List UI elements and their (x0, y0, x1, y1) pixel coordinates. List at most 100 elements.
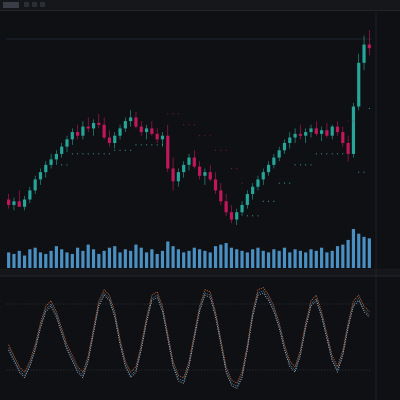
stop-dot (140, 144, 142, 146)
stop-dot (156, 144, 158, 146)
volume-bar (293, 249, 297, 268)
stop-dot (352, 120, 354, 122)
volume-bar (44, 253, 48, 268)
stop-dot (305, 164, 307, 166)
candle (192, 157, 196, 167)
volume-bar (351, 229, 356, 268)
volume-bar (341, 244, 345, 268)
volume-bar (49, 250, 53, 268)
stop-dot (241, 182, 243, 184)
volume-bar (288, 252, 292, 268)
volume-bar (12, 253, 16, 268)
candle (198, 166, 202, 176)
volume-bar (198, 249, 202, 268)
volume-bar (60, 249, 64, 268)
candle (272, 157, 276, 165)
candle (91, 122, 96, 129)
volume-bar (187, 250, 191, 268)
candle (224, 201, 228, 213)
candle (229, 212, 234, 220)
candle (208, 172, 212, 180)
stop-dot (193, 124, 195, 126)
stop-dot (98, 153, 100, 155)
candle (97, 122, 101, 125)
volume-bar (298, 250, 302, 268)
candle (293, 133, 297, 138)
volume-bar (314, 250, 318, 268)
stop-dot (315, 153, 317, 155)
volume-bar (86, 244, 90, 268)
candle (213, 179, 218, 191)
volume-bar (219, 244, 223, 268)
toolbar (0, 0, 400, 11)
candle (33, 179, 37, 191)
candle (187, 157, 191, 165)
volume-bar (7, 252, 11, 268)
stop-dot (209, 135, 211, 137)
stop-dot (146, 144, 148, 146)
volume-bar (208, 252, 212, 268)
candle (102, 124, 106, 138)
stop-dot (130, 149, 132, 151)
candle (44, 164, 48, 173)
stop-dot (172, 113, 174, 115)
stop-dot (82, 153, 84, 155)
stop-dot (114, 149, 116, 151)
candle (70, 132, 74, 140)
candle (107, 137, 112, 143)
volume-bar (129, 250, 133, 268)
volume-bar (325, 252, 329, 268)
candle (60, 146, 64, 154)
volume-bar (123, 249, 127, 268)
stop-dot (257, 215, 259, 217)
candle (367, 44, 371, 49)
toolbar-button[interactable] (32, 2, 37, 7)
candle (277, 150, 281, 158)
stop-dot (278, 182, 280, 184)
volume-bar (28, 249, 32, 268)
stop-dot (119, 149, 121, 151)
volume-bar (261, 250, 265, 268)
volume-bar (357, 233, 361, 268)
stop-dot (204, 135, 206, 137)
volume-bar (266, 252, 271, 268)
candle (139, 126, 143, 133)
stop-dot (363, 171, 365, 173)
stop-dot (215, 149, 217, 151)
candle (325, 130, 329, 136)
candle (155, 133, 159, 140)
volume-bar (171, 246, 175, 268)
volume-bar (176, 249, 180, 268)
toolbar-button[interactable] (24, 2, 29, 7)
candle (341, 132, 345, 143)
volume-bar (256, 247, 260, 268)
stop-dot (151, 144, 153, 146)
candle (298, 133, 302, 136)
volume-bar (17, 250, 21, 268)
volume-bar (97, 253, 101, 268)
stop-dot (188, 124, 190, 126)
stop-dot (61, 164, 63, 166)
volume-bar (213, 246, 218, 268)
stop-dot (236, 168, 238, 170)
stop-dot (268, 200, 270, 202)
volume-bar (38, 252, 43, 268)
time-axis (0, 270, 400, 276)
volume-bar (309, 249, 313, 268)
candle (282, 142, 287, 151)
stop-dot (183, 124, 185, 126)
volume-bar (70, 253, 74, 268)
volume-bar (54, 246, 58, 268)
candle (219, 190, 223, 202)
candle (261, 172, 265, 180)
stop-dot (321, 153, 323, 155)
candle (320, 130, 324, 134)
candle (176, 172, 180, 182)
stop-dot (294, 164, 296, 166)
candle (113, 135, 117, 143)
stop-dot (77, 153, 79, 155)
toolbar-button[interactable] (40, 2, 45, 7)
stop-dot (283, 182, 285, 184)
volume-bar (245, 252, 249, 268)
